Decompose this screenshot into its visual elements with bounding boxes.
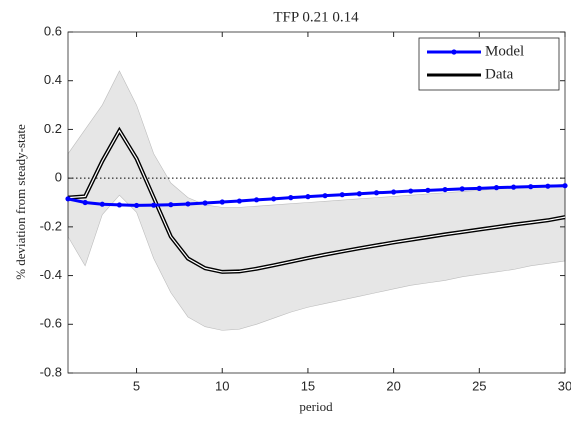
series-marker: [459, 186, 465, 192]
y-tick-label: -0.4: [40, 267, 62, 282]
x-tick-label: 25: [472, 378, 486, 393]
x-tick-label: 30: [558, 378, 571, 393]
series-marker: [99, 201, 105, 207]
series-marker: [442, 186, 448, 193]
series-marker: [219, 199, 225, 205]
series-marker: [493, 185, 500, 191]
confidence-band: [67, 70, 566, 331]
series-marker: [151, 202, 157, 208]
y-tick-label: -0.6: [40, 316, 62, 331]
series-marker: [373, 190, 380, 196]
y-tick-label: 0.2: [44, 121, 62, 136]
series-marker: [288, 195, 294, 201]
series-marker: [339, 192, 345, 198]
series-marker: [408, 188, 414, 194]
series-marker: [545, 183, 551, 189]
series-marker: [202, 200, 208, 206]
series-marker: [82, 199, 88, 206]
series-marker: [476, 185, 482, 191]
y-tick-label: 0: [55, 170, 62, 185]
y-tick-label: -0.8: [40, 364, 62, 379]
series-marker: [562, 183, 568, 189]
series-marker: [116, 202, 123, 208]
chart-title: TFP 0.21 0.14: [273, 9, 359, 25]
series-line: [67, 129, 566, 273]
series-marker: [236, 198, 242, 204]
series-marker: [168, 202, 174, 208]
series-marker: [185, 201, 191, 207]
series-marker: [305, 194, 311, 200]
legend-box: [418, 37, 560, 91]
series-marker: [528, 184, 534, 190]
y-axis-label: % deviation from steady-state: [13, 124, 28, 280]
series-marker: [391, 189, 397, 195]
series-marker: [271, 196, 277, 202]
legend-label: Data: [485, 66, 514, 82]
series-marker: [133, 202, 140, 209]
legend-label: Model: [485, 43, 524, 59]
series-marker: [356, 191, 362, 197]
y-tick-label: -0.2: [40, 218, 62, 233]
series-marker: [510, 184, 517, 190]
series-marker: [322, 193, 328, 199]
x-tick-label: 5: [133, 378, 140, 393]
x-tick-label: 20: [386, 378, 400, 393]
x-tick-label: 10: [215, 378, 229, 393]
series-marker: [425, 187, 431, 193]
legend-marker: [451, 49, 457, 55]
y-tick-label: 0.4: [44, 72, 62, 87]
x-tick-label: 15: [301, 378, 315, 393]
plot-frame: [67, 31, 566, 374]
x-axis-label: period: [299, 399, 333, 414]
series-line: [67, 184, 566, 207]
series-marker: [253, 197, 260, 203]
y-tick-label: 0.6: [44, 23, 62, 38]
series-marker: [65, 196, 71, 202]
